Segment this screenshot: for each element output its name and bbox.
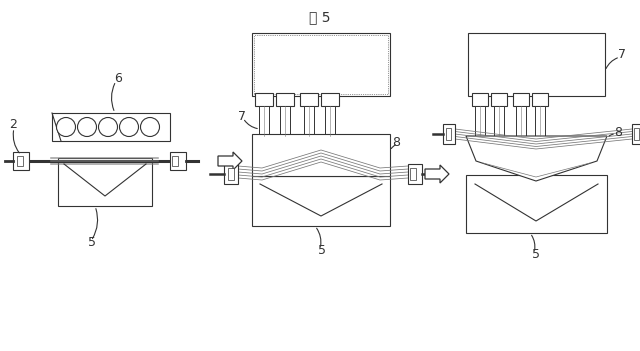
Bar — [325, 106, 335, 136]
Bar — [172, 156, 178, 166]
Bar — [280, 106, 290, 136]
Bar — [252, 176, 390, 226]
Circle shape — [56, 118, 76, 137]
Bar — [466, 175, 607, 233]
Bar — [513, 93, 529, 106]
Bar — [228, 168, 234, 180]
Polygon shape — [218, 152, 242, 170]
Circle shape — [141, 118, 159, 137]
Bar — [276, 93, 294, 106]
Text: 8: 8 — [614, 126, 622, 139]
Text: 2: 2 — [9, 119, 17, 132]
Bar — [252, 33, 390, 96]
Bar — [321, 93, 339, 106]
Bar — [58, 158, 152, 206]
Polygon shape — [425, 165, 449, 183]
Text: 7: 7 — [238, 110, 246, 122]
Bar — [300, 93, 318, 106]
Bar — [254, 35, 388, 94]
Bar — [634, 128, 639, 140]
Text: 8: 8 — [392, 137, 400, 150]
Text: 図 5: 図 5 — [309, 10, 331, 24]
Bar — [468, 33, 605, 96]
Bar — [535, 106, 545, 136]
Bar — [532, 93, 548, 106]
Bar — [443, 124, 455, 144]
Text: 5: 5 — [532, 249, 540, 261]
Bar — [255, 93, 273, 106]
Bar — [475, 106, 485, 136]
Bar — [410, 168, 416, 180]
Text: 6: 6 — [114, 73, 122, 86]
Bar — [17, 156, 23, 166]
Bar — [13, 152, 29, 170]
Bar — [259, 106, 269, 136]
Bar — [304, 106, 314, 136]
Bar — [472, 93, 488, 106]
Circle shape — [99, 118, 118, 137]
Bar — [446, 128, 451, 140]
Polygon shape — [466, 136, 607, 181]
Circle shape — [120, 118, 138, 137]
Text: 7: 7 — [618, 48, 626, 61]
Bar — [491, 93, 507, 106]
Bar — [252, 134, 390, 176]
Bar — [224, 164, 238, 184]
Bar — [170, 152, 186, 170]
Bar — [494, 106, 504, 136]
Circle shape — [77, 118, 97, 137]
Text: 5: 5 — [88, 237, 96, 250]
Bar — [52, 113, 170, 141]
Text: 5: 5 — [318, 245, 326, 258]
Bar — [408, 164, 422, 184]
Bar — [516, 106, 526, 136]
Bar — [632, 124, 640, 144]
